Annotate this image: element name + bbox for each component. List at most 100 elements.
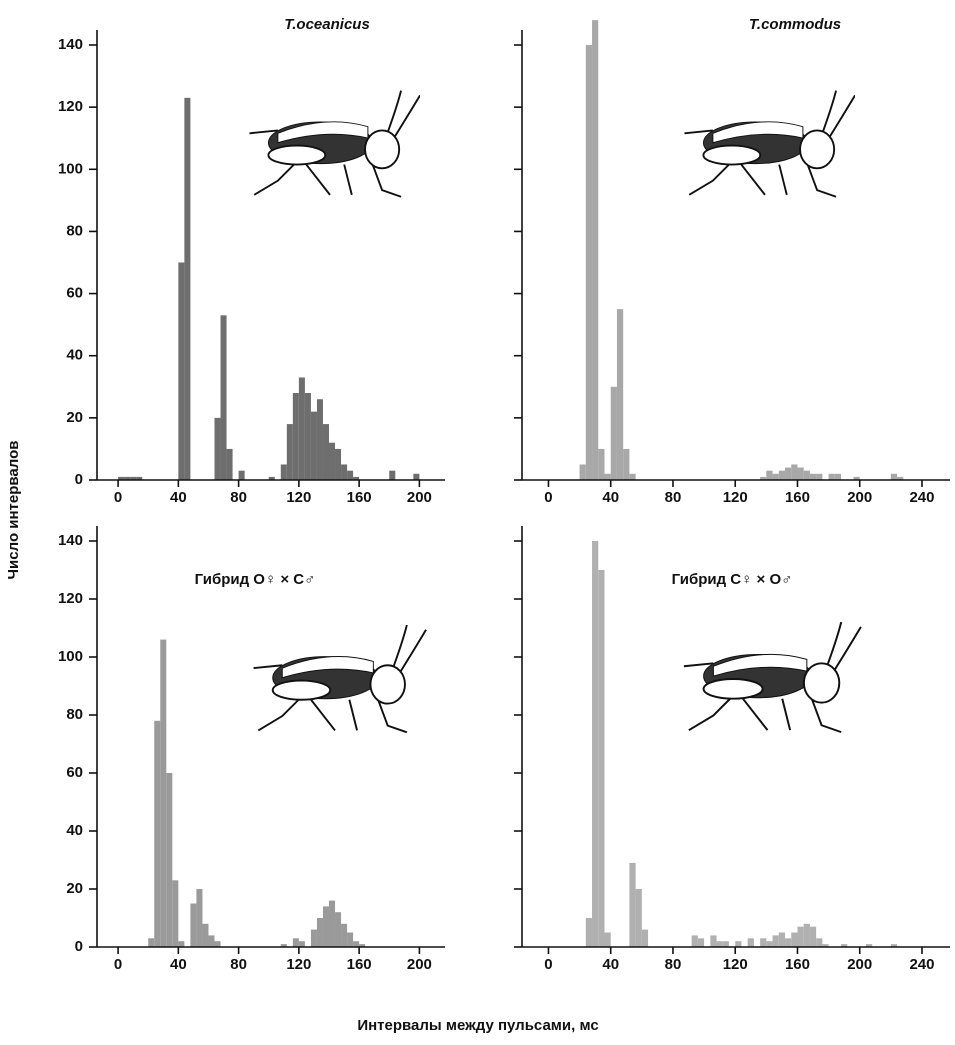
histogram-bar — [791, 932, 798, 947]
histogram-bar — [268, 476, 275, 480]
x-tick-label: 40 — [170, 489, 187, 506]
x-tick-label: 80 — [230, 489, 247, 506]
histogram-bar — [353, 941, 360, 947]
histogram-bar — [865, 944, 873, 947]
x-tick-label: 80 — [665, 956, 682, 973]
cricket-illustration — [682, 622, 862, 734]
histogram-bar — [280, 464, 287, 480]
x-tick-label: 200 — [847, 489, 872, 506]
histogram-bar — [316, 918, 323, 947]
y-tick-label: 0 — [75, 471, 83, 488]
histogram-bar — [797, 467, 804, 480]
y-tick-label: 120 — [58, 590, 83, 607]
histogram-bar — [130, 476, 137, 480]
x-tick-label: 0 — [544, 956, 552, 973]
histogram-bar — [598, 448, 605, 480]
histogram-bar — [166, 773, 173, 947]
histogram-bar — [118, 476, 125, 480]
histogram-bar — [604, 932, 611, 947]
histogram-bar — [190, 903, 197, 947]
histogram-bar — [154, 720, 161, 947]
histogram-bar — [785, 938, 792, 947]
cricket-illustration — [248, 90, 420, 198]
histogram-bar — [335, 448, 342, 480]
histogram-bar — [897, 476, 904, 480]
chart-title: Гибрид С♀ × О♂ — [672, 571, 793, 588]
histogram-bar — [629, 862, 636, 947]
histogram-bar — [585, 45, 593, 480]
histogram-bar — [214, 941, 221, 947]
histogram-bar — [816, 473, 823, 480]
y-tick-label: 140 — [58, 532, 83, 549]
histogram-bar — [208, 935, 215, 947]
histogram-bar — [610, 386, 617, 480]
histogram-bar — [890, 473, 898, 480]
x-tick-label: 200 — [407, 489, 432, 506]
histogram-bar — [772, 473, 779, 480]
histogram-bar — [341, 464, 348, 480]
histogram-bar — [604, 473, 611, 480]
histogram-bar — [828, 473, 835, 480]
histogram-bar — [691, 935, 698, 947]
histogram-bar — [822, 944, 829, 947]
histogram-bar — [735, 941, 742, 947]
histogram-bar — [710, 935, 717, 947]
histogram-bar — [310, 929, 317, 947]
histogram-bar — [816, 938, 823, 947]
x-tick-label: 40 — [602, 956, 619, 973]
histogram-bar — [853, 476, 860, 480]
histogram-bar — [202, 923, 209, 947]
x-tick-label: 240 — [909, 489, 934, 506]
histogram-bar — [329, 900, 336, 947]
histogram-bar — [592, 541, 599, 947]
histogram-bar — [178, 941, 185, 947]
x-tick-label: 0 — [114, 489, 122, 506]
y-tick-label: 20 — [66, 880, 83, 897]
histogram-bar — [834, 473, 842, 480]
y-tick-label: 40 — [66, 347, 83, 364]
histogram-bar — [791, 464, 798, 480]
y-tick-label: 60 — [66, 285, 83, 302]
histogram-bar — [803, 470, 810, 480]
histogram-bar — [623, 448, 630, 480]
histogram-bar — [641, 929, 649, 947]
histogram-bar — [359, 944, 366, 947]
x-tick-label: 120 — [723, 489, 748, 506]
y-axis-label: Число интервалов — [5, 441, 22, 580]
y-tick-label: 40 — [66, 822, 83, 839]
x-tick-label: 160 — [785, 956, 810, 973]
histogram-bar — [389, 470, 396, 480]
histogram-bar — [238, 470, 245, 480]
histogram-bar — [890, 944, 898, 947]
chart-title: T.oceanicus — [284, 16, 370, 33]
histogram-bar — [310, 411, 317, 480]
histogram-bar — [322, 424, 329, 480]
x-tick-label: 80 — [230, 956, 247, 973]
x-tick-label: 40 — [170, 956, 187, 973]
histogram-bar — [347, 470, 354, 480]
histogram-bar — [797, 926, 804, 947]
x-tick-label: 200 — [847, 956, 872, 973]
x-tick-label: 160 — [347, 489, 372, 506]
y-tick-label: 120 — [58, 98, 83, 115]
histogram-bar — [136, 476, 143, 480]
histogram-bar — [766, 470, 773, 480]
histogram-bar — [353, 476, 360, 480]
histogram-bar — [172, 880, 179, 947]
histogram-bar — [722, 941, 729, 947]
histogram-bar — [716, 941, 723, 947]
y-tick-label: 80 — [66, 706, 83, 723]
x-tick-label: 120 — [286, 956, 311, 973]
y-tick-label: 20 — [66, 409, 83, 426]
histogram-bar — [778, 470, 786, 480]
y-tick-label: 100 — [58, 648, 83, 665]
histogram-bar — [298, 377, 305, 480]
x-tick-label: 200 — [407, 956, 432, 973]
histogram-bar — [220, 315, 227, 480]
x-axis-label: Интервалы между пульсами, мс — [357, 1017, 598, 1034]
histogram-bar — [809, 926, 817, 947]
histogram-bar — [335, 912, 342, 947]
histogram-bar — [292, 393, 299, 480]
histogram-bar — [160, 639, 167, 947]
